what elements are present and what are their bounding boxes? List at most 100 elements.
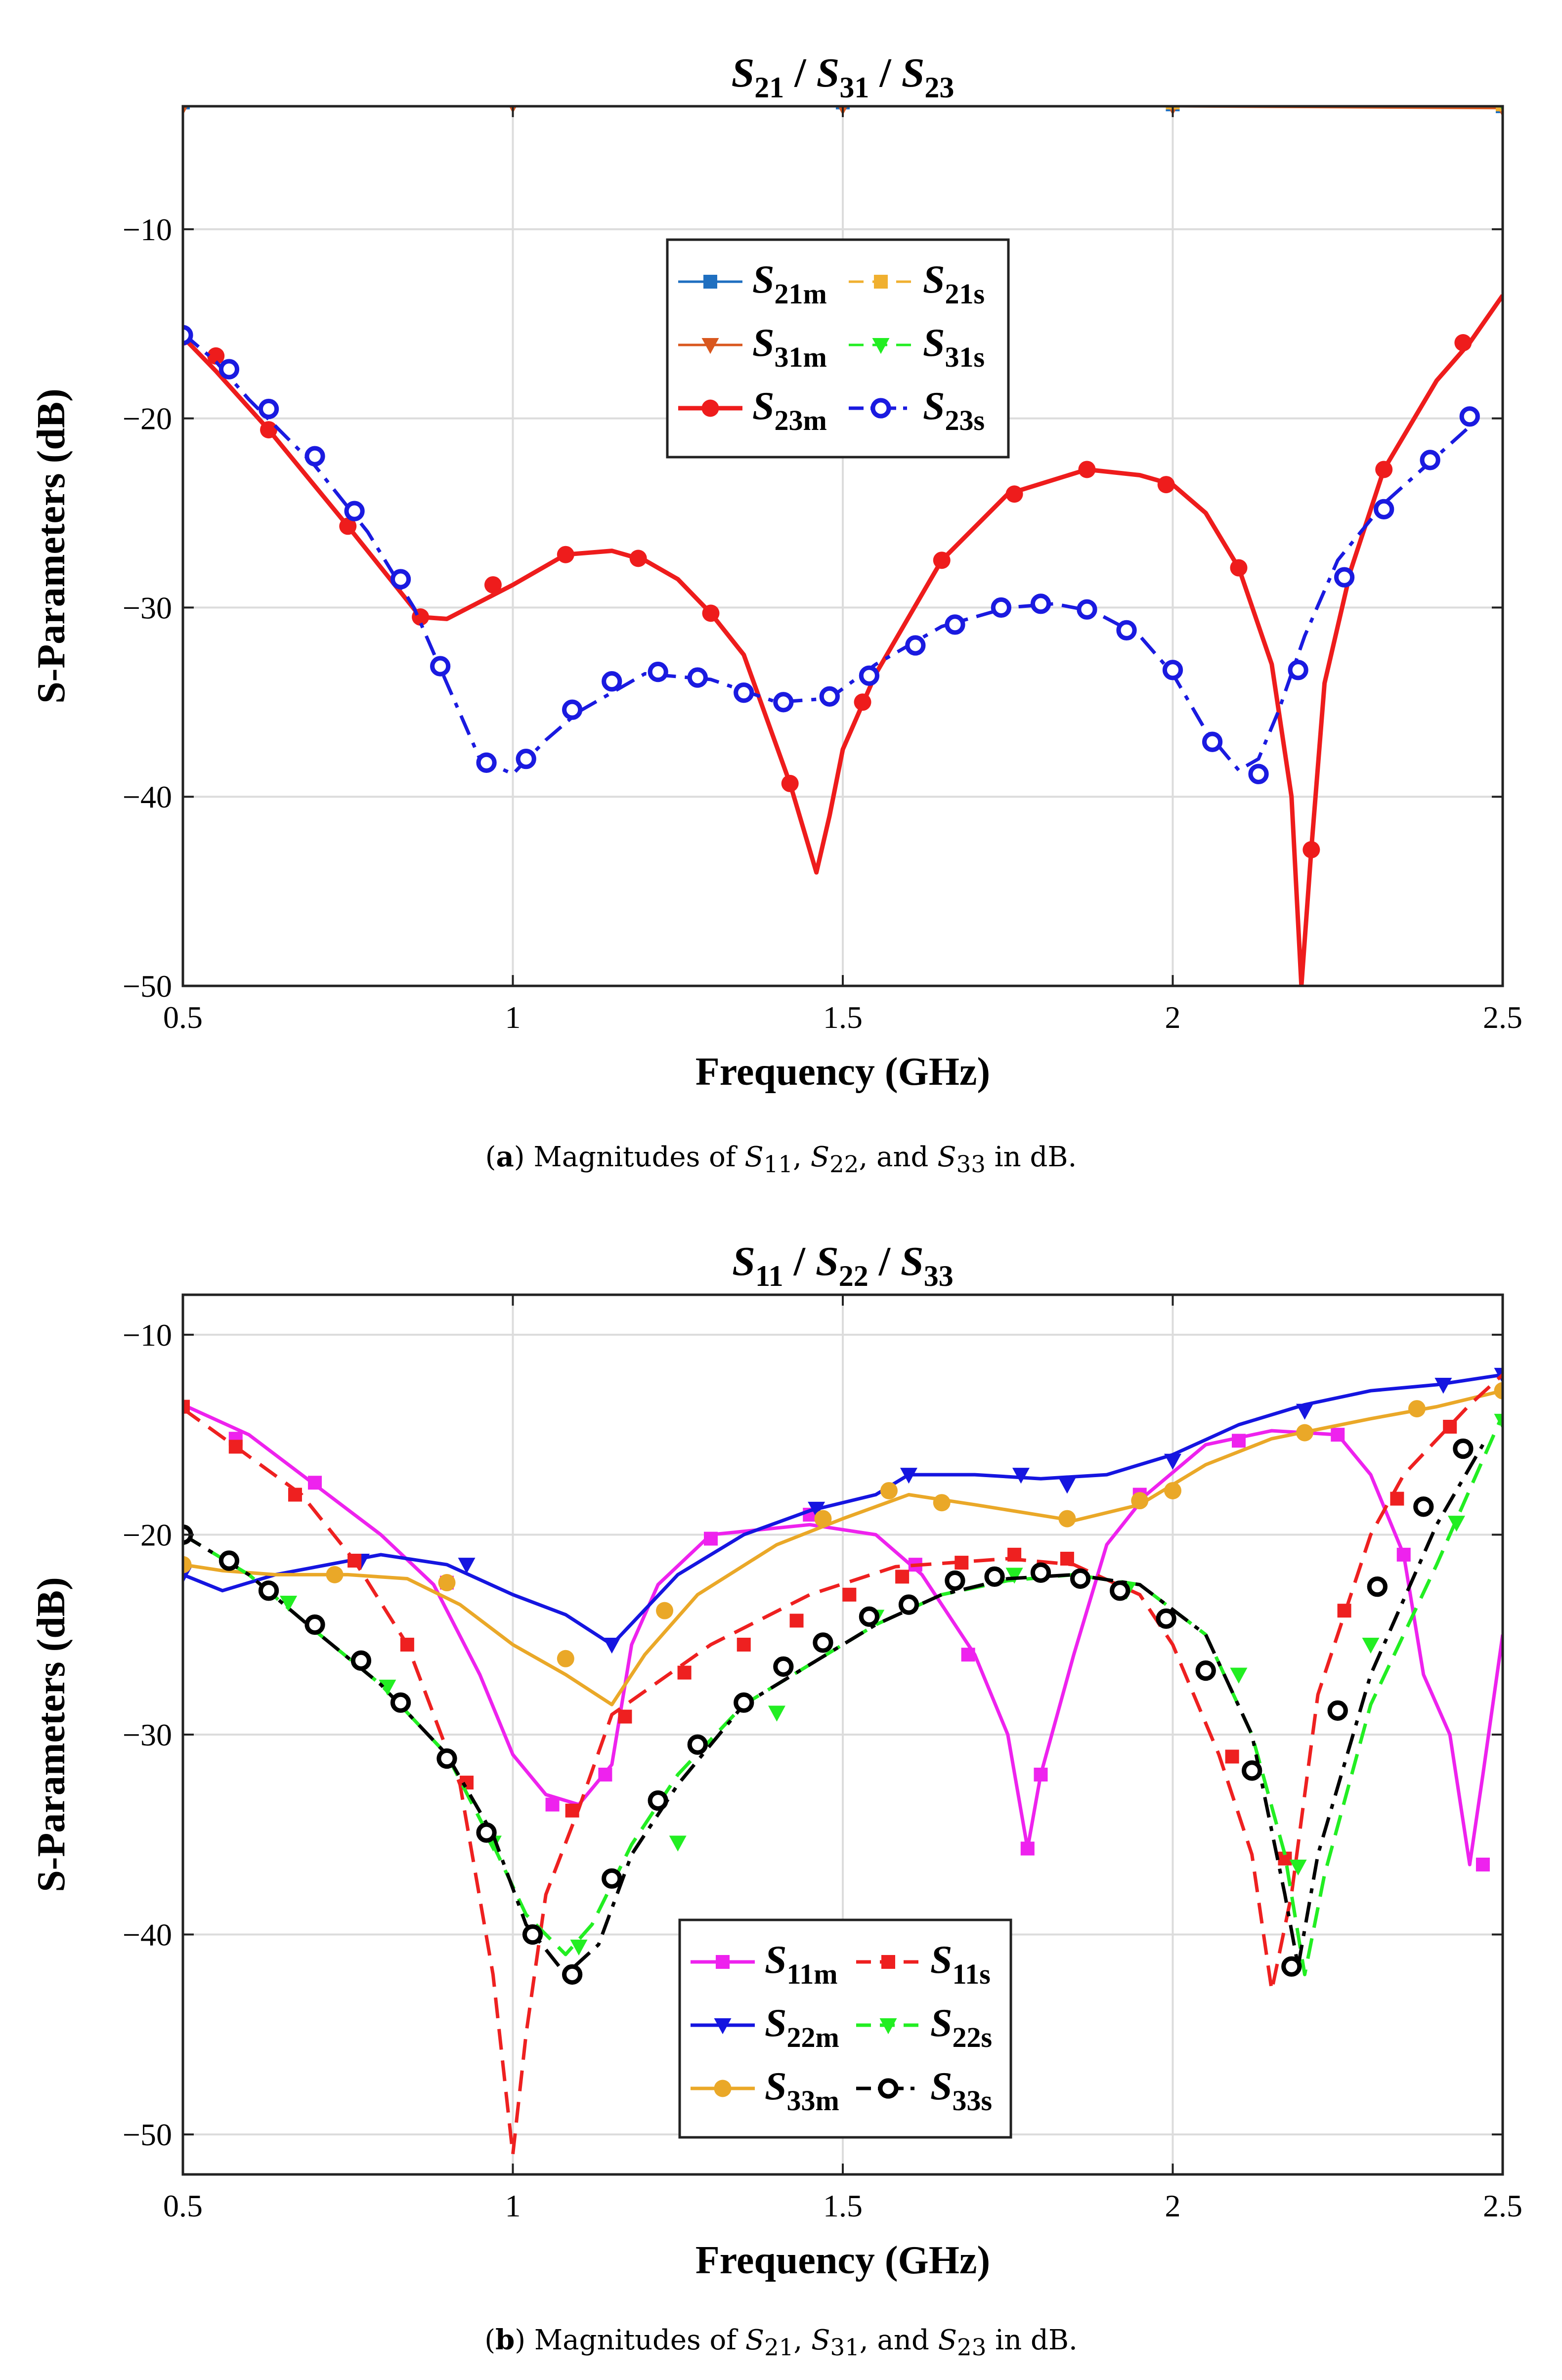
marker-S33m-2 <box>438 1574 456 1592</box>
title-sym-2: S <box>902 50 925 96</box>
marker-S33s-9 <box>562 1964 583 1985</box>
marker-S33s-3 <box>304 1614 325 1635</box>
caption-b: (b) Magnitudes of S21, S31, and S23 in d… <box>484 2324 1078 2362</box>
y-axis-label: S-Parameters (dB) <box>30 1577 73 1892</box>
marker-S33s-19 <box>984 1566 1005 1587</box>
marker-S22m-3 <box>603 1637 621 1654</box>
legend-marker-S21m <box>703 275 717 289</box>
marker-S33s-30 <box>1453 1438 1474 1459</box>
y-tick-label-1: −40 <box>123 779 172 814</box>
series-line-S33s <box>183 1444 1485 1976</box>
marker-S22s-5 <box>669 1835 687 1852</box>
marker-S33m-0 <box>183 1556 192 1573</box>
marker-S33s-17 <box>898 1594 919 1615</box>
legend-marker-S23s <box>870 398 891 419</box>
marker-S33s-13 <box>734 1692 754 1713</box>
marker-S33m-11 <box>1296 1424 1313 1442</box>
marker-S22s-6 <box>768 1705 785 1722</box>
caption-a-sub3: 33 <box>956 1151 986 1179</box>
marker-S11s-4 <box>400 1637 414 1652</box>
legend-label-S33s: S33s <box>930 2065 992 2117</box>
marker-S33m-4 <box>656 1602 674 1619</box>
plot-area <box>183 1367 1503 2156</box>
marker-S23s-2 <box>258 398 279 420</box>
legend-label-S21s-sym: S <box>923 258 945 301</box>
marker-S33s-5 <box>390 1692 411 1713</box>
marker-S23m-2 <box>260 421 278 439</box>
marker-S22s-2 <box>379 1679 396 1696</box>
marker-S23s-9 <box>562 699 583 720</box>
title-sym-0: S <box>732 1238 755 1284</box>
marker-S11m-13 <box>1232 1434 1246 1448</box>
marker-S23m-14 <box>1157 476 1175 494</box>
marker-S33s-12 <box>687 1734 708 1755</box>
marker-S33m-7 <box>933 1494 951 1512</box>
legend-label-S22m-sym: S <box>765 2001 787 2045</box>
legend-label-S23m-sub: 23m <box>775 404 827 436</box>
title-sub-1: 31 <box>839 71 869 104</box>
title-sub-0: 21 <box>754 71 784 104</box>
y-tick-label-0: −50 <box>123 2117 172 2152</box>
caption-b-sub3: 23 <box>957 2335 987 2362</box>
y-tick-label-3: −20 <box>123 1517 172 1552</box>
marker-S22m-7 <box>1058 1478 1076 1494</box>
marker-S11s-8 <box>677 1665 692 1680</box>
title-sym-0: S <box>732 50 755 96</box>
marker-S23s-0 <box>183 325 193 345</box>
y-tick-label-4: −10 <box>123 1318 172 1353</box>
marker-S33s-7 <box>476 1822 497 1843</box>
marker-S23s-30 <box>1459 406 1480 427</box>
marker-S33s-15 <box>813 1632 833 1653</box>
marker-S22m-9 <box>1296 1403 1313 1420</box>
marker-S23s-8 <box>516 748 536 769</box>
title-sub-0: 11 <box>755 1260 783 1292</box>
marker-S33s-21 <box>1070 1568 1091 1589</box>
marker-S11m-16 <box>1475 1857 1490 1871</box>
marker-S11s-3 <box>347 1554 362 1568</box>
legend-label-S22s: S22s <box>930 2001 992 2053</box>
x-tick-label-0: 0.5 <box>163 1000 203 1035</box>
marker-S23s-14 <box>773 692 794 713</box>
marker-S33s-14 <box>773 1656 794 1677</box>
marker-S23s-28 <box>1374 499 1394 520</box>
series-line-S23s <box>183 332 1484 776</box>
legend-marker-S22m <box>714 2018 732 2035</box>
marker-S23s-21 <box>1077 599 1097 620</box>
legend-label-S11s-sub: 11s <box>953 1958 991 1990</box>
legend-label-S33m-sym: S <box>765 2065 787 2108</box>
marker-S33s-18 <box>945 1570 965 1591</box>
marker-S33s-29 <box>1413 1496 1434 1517</box>
marker-S22s-10 <box>1230 1667 1248 1684</box>
caption-b-suffix: in dB. <box>995 2324 1078 2356</box>
marker-S11s-14 <box>1007 1547 1022 1562</box>
y-tick-label-2: −30 <box>123 1717 172 1752</box>
marker-S11m-14 <box>1331 1428 1345 1442</box>
marker-S33s-23 <box>1156 1608 1176 1629</box>
marker-S23s-27 <box>1334 567 1355 588</box>
marker-S23m-9 <box>781 774 799 792</box>
legend-label-S21s: S21s <box>923 258 985 310</box>
y-tick-label-1: −40 <box>123 1917 172 1953</box>
marker-S33s-6 <box>436 1748 457 1769</box>
marker-S11s-19 <box>1390 1491 1404 1506</box>
legend-label-S33m: S33m <box>765 2065 839 2117</box>
marker-S23m-12 <box>1005 485 1023 503</box>
marker-S23s-5 <box>390 569 411 590</box>
x-tick-label-3: 2 <box>1165 2188 1181 2223</box>
legend-label-S11m-sub: 11m <box>787 1958 838 1990</box>
caption-a: (a) Magnitudes of S11, S22, and S33 in d… <box>485 1141 1077 1179</box>
marker-S11s-16 <box>1225 1749 1239 1764</box>
legend-label-S23m-sym: S <box>752 384 775 428</box>
marker-S33m-8 <box>1058 1510 1076 1528</box>
caption-a-suffix: in dB. <box>994 1141 1077 1173</box>
marker-S23s-1 <box>218 359 240 380</box>
marker-S23s-3 <box>304 446 325 467</box>
caption-b-prefix: Magnitudes of <box>534 2324 737 2356</box>
title-sep-2: / <box>869 50 901 96</box>
marker-S11s-12 <box>895 1570 910 1584</box>
caption-b-sym1: S <box>745 2324 765 2356</box>
marker-S33s-26 <box>1281 1956 1302 1977</box>
title-sym-2: S <box>901 1238 924 1284</box>
marker-S22s-13 <box>1448 1516 1466 1532</box>
